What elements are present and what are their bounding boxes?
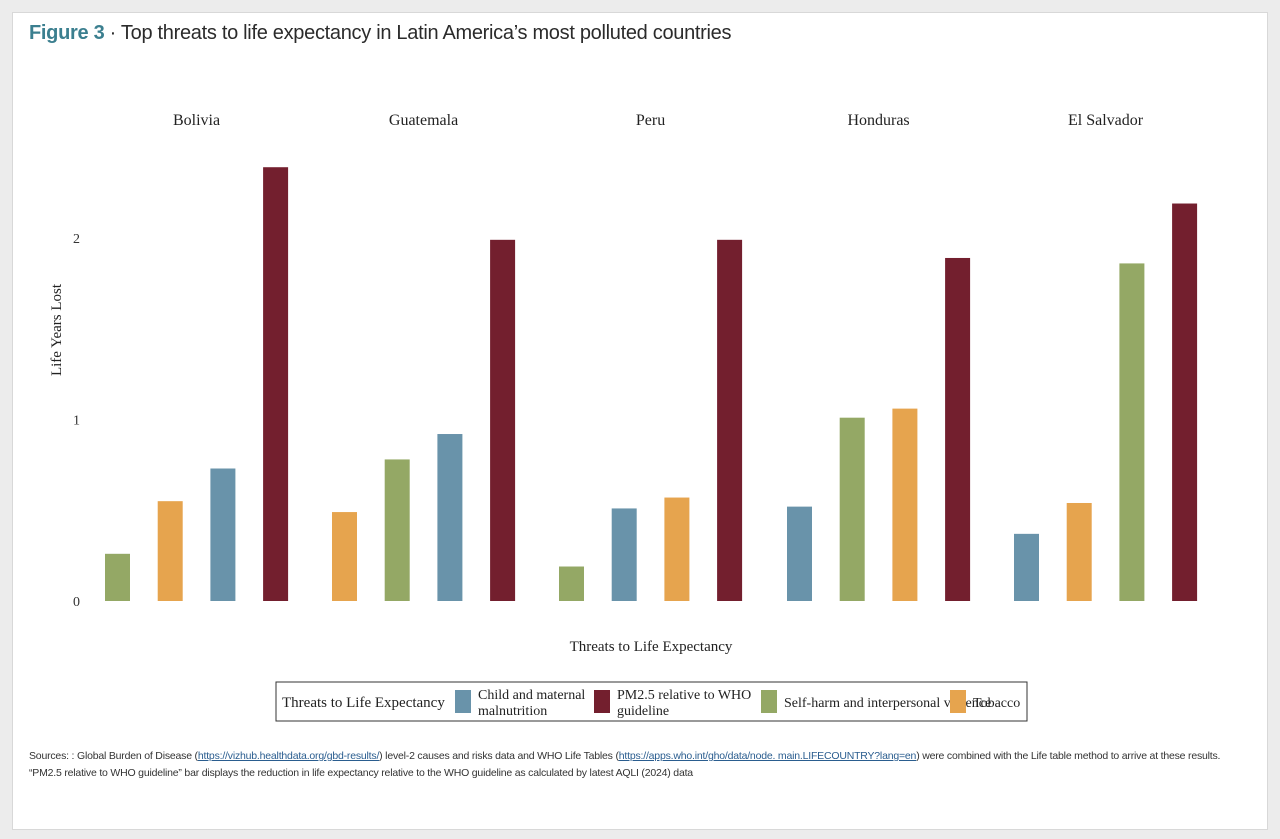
- sources-suffix: ) were combined with the Life table meth…: [29, 750, 1221, 779]
- facet-title: Bolivia: [173, 112, 220, 129]
- legend-title: Threats to Life Expectancy: [282, 695, 445, 711]
- bar-child: [611, 508, 637, 601]
- bar-pm25: [263, 167, 289, 601]
- bar-pm25: [1172, 203, 1198, 601]
- legend-label-child: Child and maternal malnutrition: [478, 688, 585, 719]
- facet-title: Guatemala: [389, 112, 458, 129]
- figure-title: Figure 3 · Top threats to life expectanc…: [29, 22, 732, 45]
- who-link[interactable]: https://apps.who.int/gho/data/node. main…: [618, 750, 917, 762]
- bar-selfharm: [839, 417, 865, 601]
- legend-box: [275, 681, 1028, 722]
- sources-prefix: Sources: : Global Burden of Disease (: [29, 750, 198, 762]
- y-tick-label: 0: [73, 595, 80, 610]
- bar-chart: 0 1 2 Life Years Lost Bolivia Guatemala Peru Ho…: [49, 112, 1198, 722]
- facet-title: Peru: [636, 112, 665, 129]
- figure-title-text: Top threats to life expectancy in Latin …: [120, 22, 732, 44]
- bar-selfharm: [1119, 263, 1145, 601]
- legend-swatch-pm25: [594, 690, 610, 713]
- sources-mid: ) level-2 causes and risks data and WHO …: [379, 750, 619, 762]
- legend-label-tobacco: Tobacco: [973, 696, 1020, 711]
- sources-note: Sources: : Global Burden of Disease (htt…: [29, 748, 1229, 782]
- facet-title: El Salvador: [1068, 112, 1144, 129]
- bar-child: [1014, 533, 1039, 601]
- y-tick-label: 1: [73, 414, 80, 429]
- bar-child: [437, 434, 463, 601]
- bar-tobacco: [892, 408, 918, 601]
- y-axis-label: Life Years Lost: [49, 283, 65, 376]
- bar-child: [787, 506, 812, 601]
- bar-selfharm: [105, 553, 130, 601]
- bar-tobacco: [1066, 502, 1092, 601]
- bar-selfharm: [559, 566, 584, 601]
- y-tick-label: 2: [73, 232, 80, 247]
- legend-swatch-child: [455, 690, 471, 713]
- legend-label-pm25: PM2.5 relative to WHO guideline: [617, 688, 751, 719]
- legend-swatch-tobacco: [950, 690, 966, 713]
- bar-tobacco: [664, 497, 690, 601]
- bar-child: [210, 468, 236, 601]
- legend-swatch-selfharm: [761, 690, 777, 713]
- bar-pm25: [945, 257, 971, 601]
- gbd-link[interactable]: https://vizhub.healthdata.org/gbd-result…: [197, 750, 380, 762]
- bar-tobacco: [157, 501, 183, 601]
- legend-label-selfharm: Self-harm and interpersonal violence: [784, 696, 991, 711]
- x-axis-label: Threats to Life Expectancy: [570, 639, 733, 655]
- bar-tobacco: [332, 512, 357, 601]
- bar-pm25: [717, 239, 743, 601]
- bar-pm25: [490, 239, 516, 601]
- figure-number: Figure 3: [29, 22, 105, 44]
- bar-selfharm: [384, 459, 410, 601]
- figure-separator: ·: [104, 22, 121, 44]
- facet-title: Honduras: [847, 112, 909, 129]
